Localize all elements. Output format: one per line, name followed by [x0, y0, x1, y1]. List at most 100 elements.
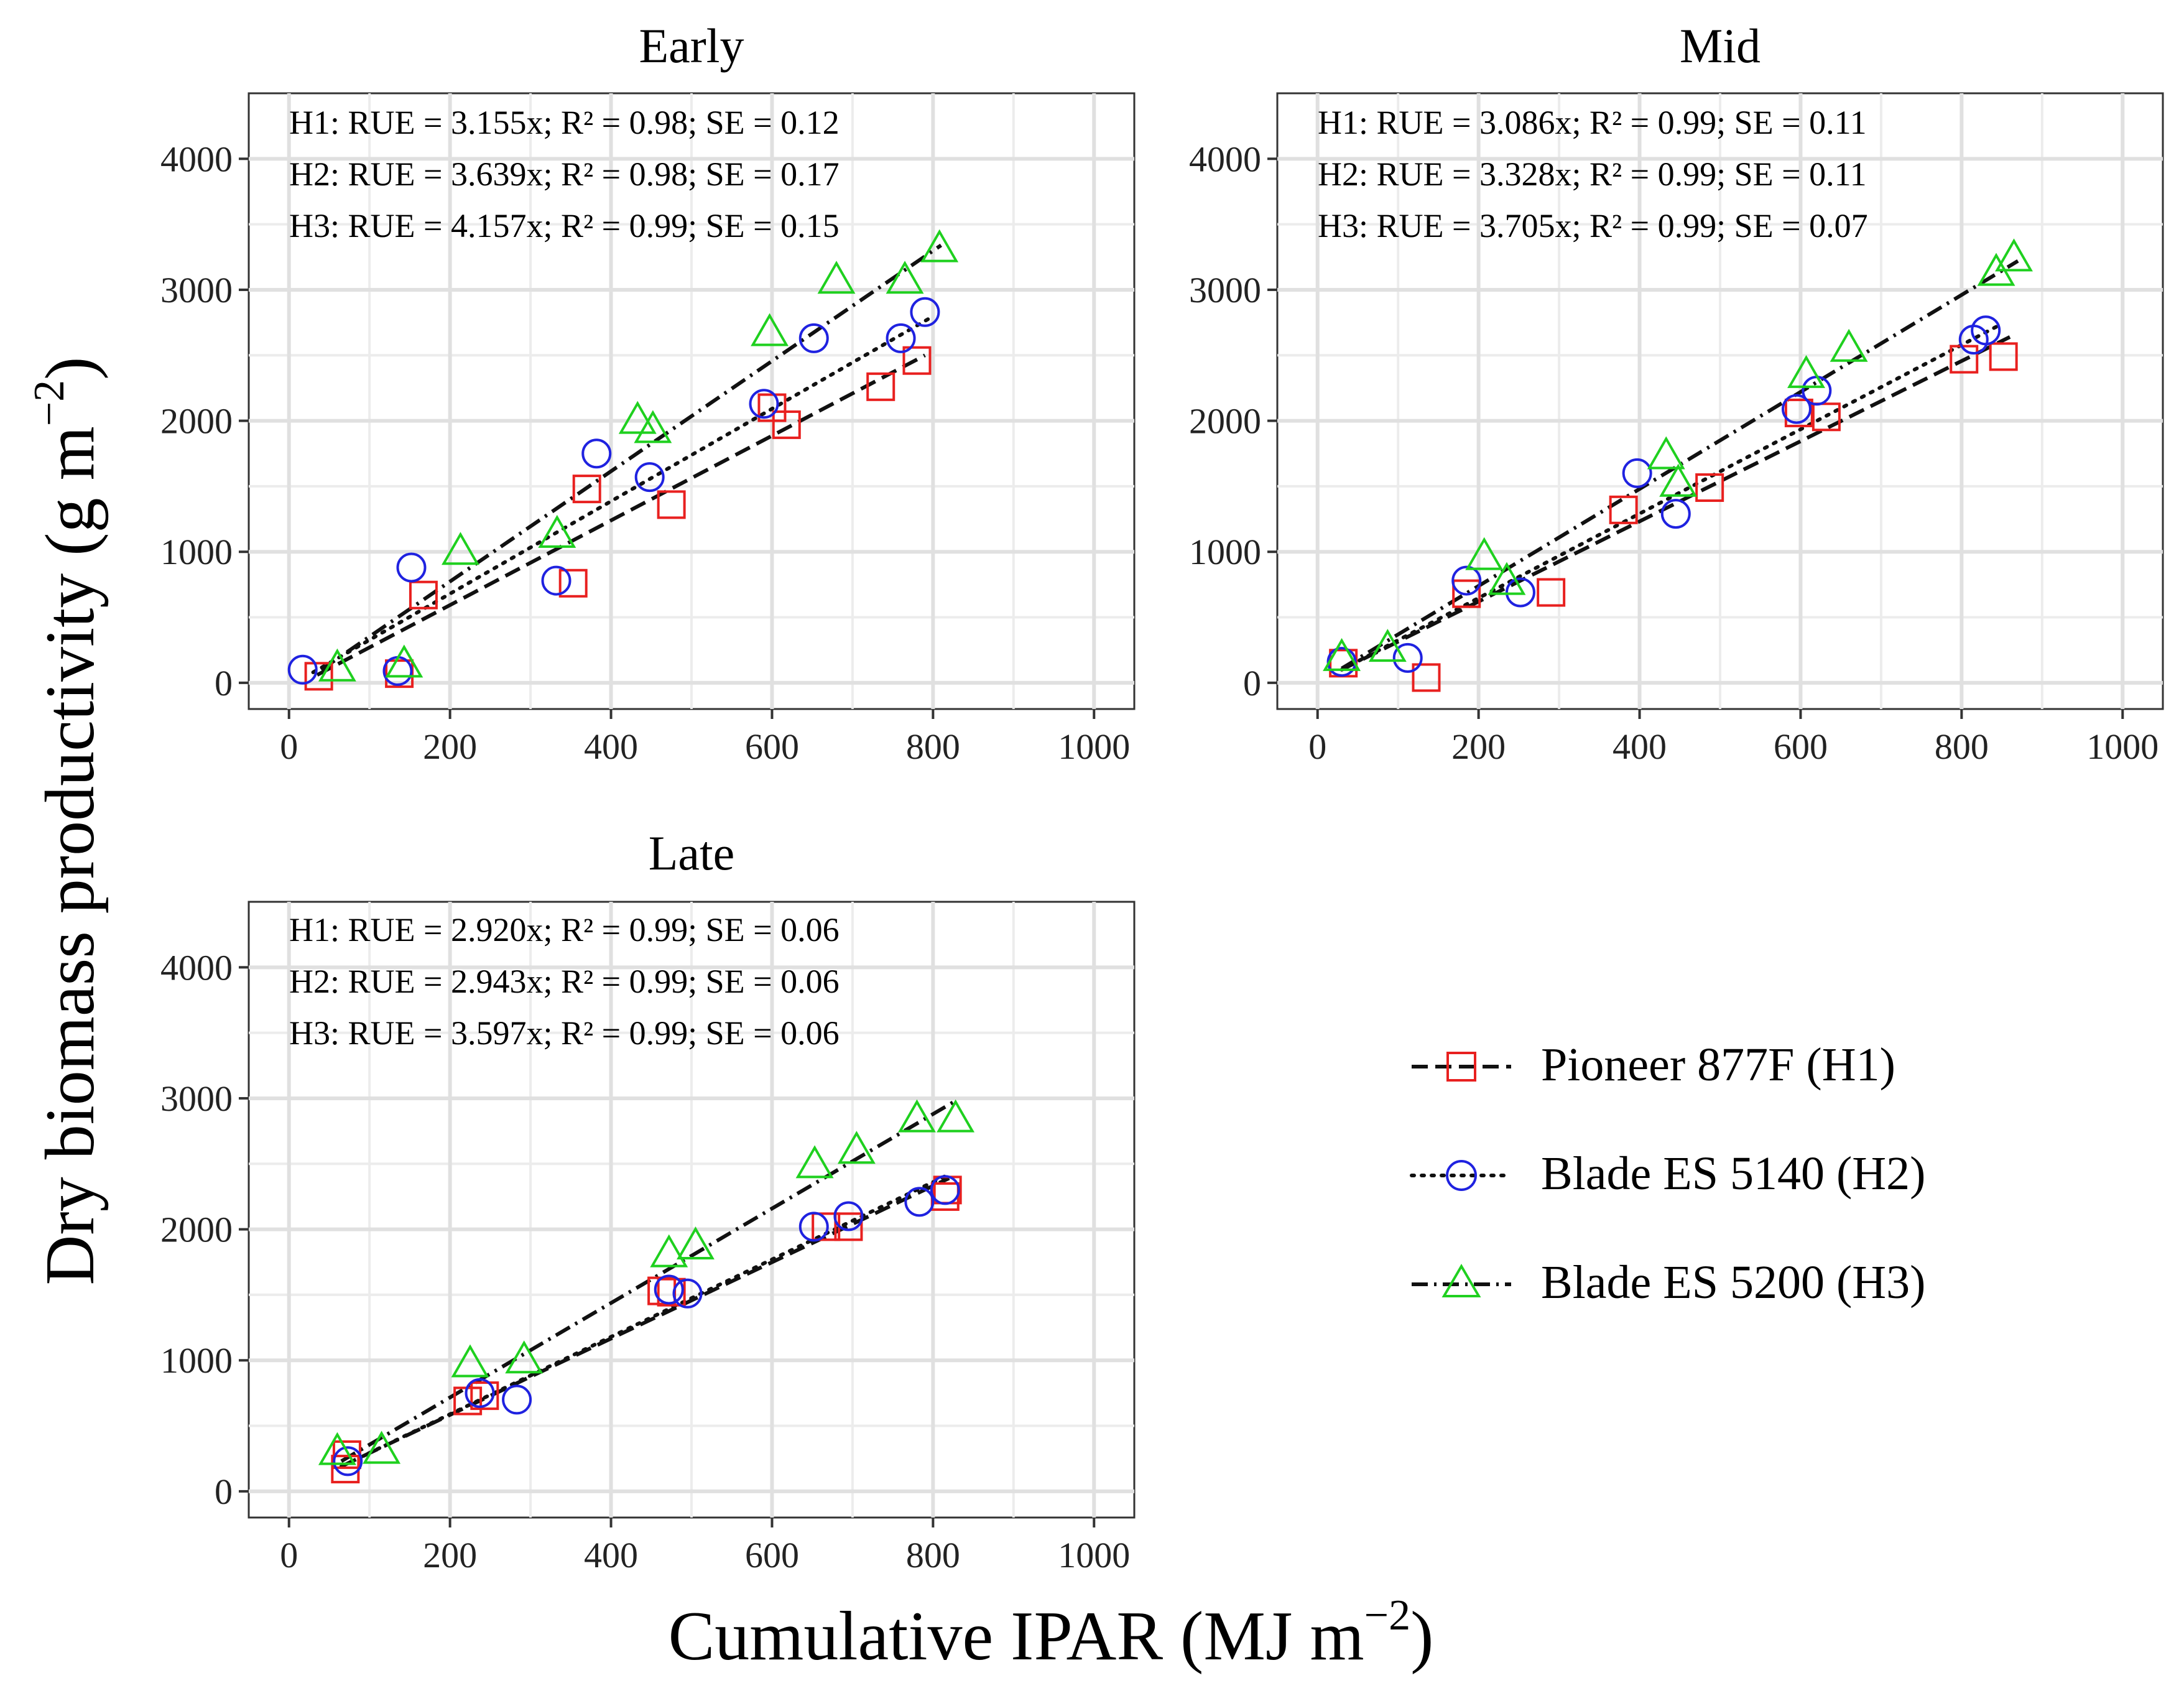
panel-early-point-h2 [581, 438, 612, 469]
panel-mid-point-h3 [1647, 436, 1685, 470]
panel-late-fit-line-h1 [340, 1176, 950, 1468]
panel-mid-y-tick-label: 2000 [1189, 401, 1261, 442]
panel-early-point-h1 [757, 393, 787, 422]
panel-late-y-tick-label: 4000 [160, 947, 233, 988]
panel-mid-point-h2 [1781, 394, 1812, 424]
panel-mid-point-h1 [1412, 663, 1441, 692]
panel-late-point-h2 [930, 1175, 960, 1205]
legend-h1-square-marker [1446, 1052, 1476, 1082]
x-axis-title-exponent: −2 [1364, 1592, 1410, 1639]
panel-early-annotation-h2: H2: RUE = 3.639x; R² = 0.98; SE = 0.17 [289, 155, 840, 193]
panel-mid-y-tick-label: 1000 [1189, 532, 1261, 572]
panel-early-y-tick-label: 2000 [160, 401, 233, 442]
panel-early-fit-line-h2 [311, 317, 931, 675]
legend-item-h2: Blade ES 5140 (H2) [1410, 1147, 1925, 1200]
panel-mid-point-h2 [1451, 565, 1482, 596]
panel-early-point-h3 [385, 644, 423, 678]
panel-mid-point-h2 [1505, 577, 1535, 608]
panel-early-point-h3 [618, 401, 657, 434]
panel-late-x-tick-label: 600 [745, 1535, 799, 1575]
panel-mid-point-h2 [1392, 642, 1423, 673]
panel-early-point-h3 [442, 532, 479, 565]
panel-early-point-h3 [886, 261, 924, 294]
panel-early-point-h1 [304, 662, 333, 691]
panel-mid-point-h3 [1488, 562, 1526, 595]
y-axis-title: Dry biomass productivity (g m−2) [25, 357, 109, 1286]
panel-early-point-h1 [657, 490, 686, 519]
panel-mid-title: Mid [1680, 19, 1761, 73]
panel-mid-point-h1 [1452, 579, 1481, 608]
panel-late-point-h1 [657, 1277, 686, 1307]
panel-mid-point-h1 [1695, 473, 1724, 503]
panel-early-fit-line-h3 [320, 243, 943, 672]
panel-mid-point-h1 [1784, 398, 1813, 427]
panel-early-x-tick-label: 200 [423, 726, 477, 767]
panel-early-point-h3 [634, 410, 672, 443]
panel-late-point-h3 [650, 1234, 688, 1268]
legend-h2-circle-marker [1446, 1160, 1477, 1191]
panel-early-y-tick-label: 0 [215, 663, 233, 703]
panel-mid-point-h2 [1622, 458, 1652, 488]
panel-mid-point-h1 [1537, 578, 1566, 607]
panel-mid-annotation-h1: H1: RUE = 3.086x; R² = 0.99; SE = 0.11 [1318, 104, 1867, 141]
panel-early-y-tick-label: 1000 [160, 532, 233, 572]
panel-mid-point-h1 [1812, 402, 1841, 432]
panel-mid-point-h3 [1659, 463, 1698, 497]
panel-mid-x-tick-label: 600 [1774, 726, 1828, 767]
panel-early-point-h2 [541, 565, 571, 596]
panel-late-title: Late [649, 826, 735, 880]
legend-h3-triangle-marker [1441, 1264, 1481, 1297]
panel-late-point-h3 [837, 1131, 876, 1164]
panel-early-points [287, 229, 959, 691]
legend-h1-label: Pioneer 877F (H1) [1541, 1039, 1895, 1091]
panel-early-point-h2 [287, 654, 318, 685]
panel-late-x-tick-label: 0 [280, 1535, 298, 1575]
panel-mid-y-tick-label: 0 [1243, 663, 1261, 703]
legend-h3-label: Blade ES 5200 (H3) [1541, 1256, 1925, 1309]
legend-h2-label: Blade ES 5140 (H2) [1541, 1147, 1925, 1200]
panel-late-annotation-h3: H3: RUE = 3.597x; R² = 0.99; SE = 0.06 [289, 1014, 840, 1052]
panel-late-point-h3 [795, 1145, 834, 1179]
panel-late-point-h3 [677, 1226, 715, 1259]
panel-early-point-h2 [749, 389, 779, 419]
panel-mid-point-h2 [1971, 315, 2001, 346]
panel-mid-point-h3 [1465, 537, 1504, 570]
panel-late-point-h1 [834, 1212, 863, 1241]
panel-late-point-h2 [465, 1378, 495, 1408]
panel-early-point-h1 [558, 568, 588, 598]
x-axis-title-main: Cumulative IPAR (MJ m [669, 1598, 1364, 1675]
legend-item-h1: Pioneer 877F (H1) [1412, 1039, 1895, 1091]
panel-early-x-tick-label: 600 [745, 726, 799, 767]
panel-late-point-h1 [470, 1381, 499, 1411]
panel-early-point-h2 [634, 462, 665, 493]
panel-late-point-h2 [904, 1187, 935, 1217]
panel-late-x-tick-label: 1000 [1058, 1535, 1130, 1575]
panel-late-point-h3 [363, 1430, 401, 1464]
panel-early-point-h2 [910, 297, 940, 327]
panel-early-annotation-h1: H1: RUE = 3.155x; R² = 0.98; SE = 0.12 [289, 104, 840, 141]
panel-mid-x-tick-label: 800 [1935, 726, 1989, 767]
panel-early: 0 200 400 600 800 1000 0 1000 2000 3000 4000 Early… [160, 19, 1136, 767]
panel-mid-annotation-h3: H3: RUE = 3.705x; R² = 0.99; SE = 0.07 [1318, 207, 1868, 244]
panel-late-y-tick-label: 0 [215, 1472, 233, 1512]
panel-early-point-h2 [886, 323, 916, 353]
panel-mid-ticks: 0 200 400 600 800 1000 0 1000 2000 3000 4000 [1189, 139, 2159, 767]
panel-early-y-tick-label: 4000 [160, 139, 233, 179]
panel-mid-x-tick-label: 1000 [2086, 726, 2159, 767]
panel-late-point-h2 [672, 1278, 703, 1309]
panel-mid-point-h2 [1660, 499, 1691, 529]
panel-early-point-h3 [751, 313, 789, 346]
legend: Pioneer 877F (H1) Blade ES 5140 (H2) Bla… [1410, 1039, 1925, 1309]
panel-late-point-h2 [833, 1201, 864, 1231]
panel-late-point-h3 [505, 1340, 544, 1374]
panel-early-point-h2 [396, 552, 427, 583]
panel-late-point-h2 [502, 1384, 532, 1415]
panel-early-title: Early [639, 19, 744, 73]
panel-mid-point-h1 [1989, 342, 2018, 371]
panel-mid-point-h3 [1787, 355, 1825, 388]
panel-late-y-tick-label: 1000 [160, 1340, 233, 1381]
panel-mid-fit-line-h2 [1340, 322, 2004, 672]
panel-early-point-h3 [817, 261, 856, 294]
